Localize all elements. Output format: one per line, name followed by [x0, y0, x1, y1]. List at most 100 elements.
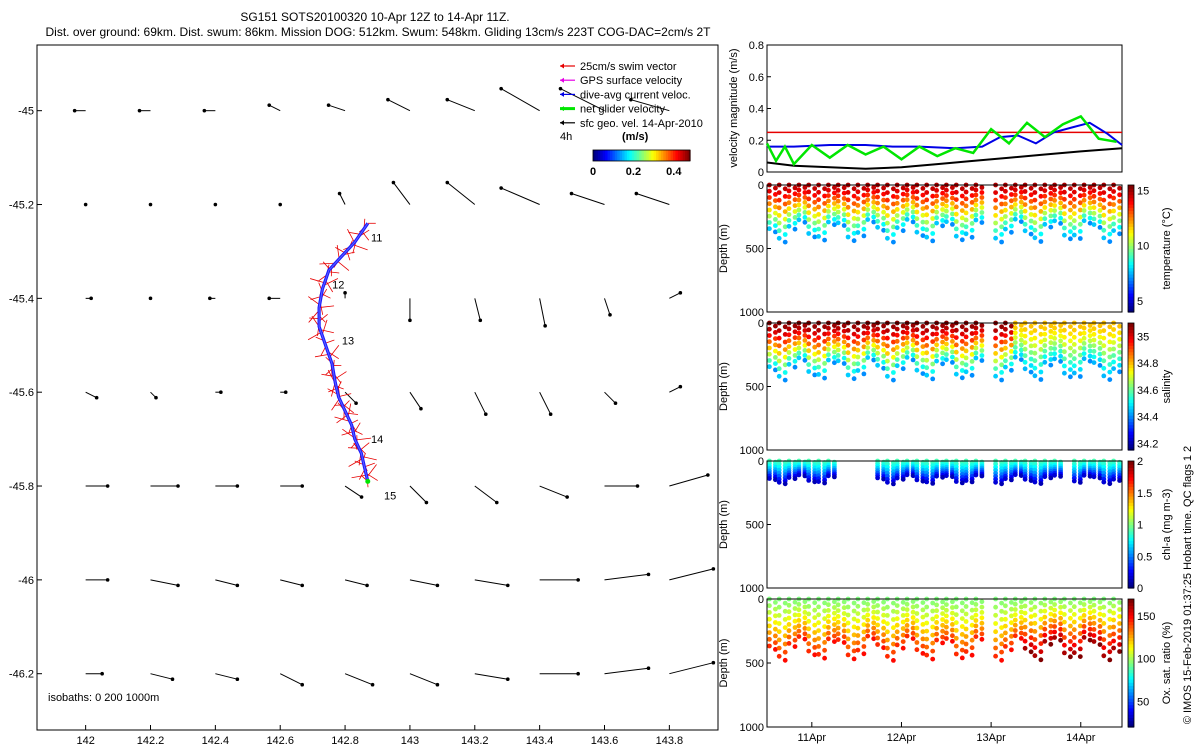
section-data-point: [924, 343, 929, 348]
section-data-point: [836, 353, 841, 358]
section-data-point: [1062, 190, 1067, 195]
section-data-point: [816, 628, 821, 633]
section-data-point: [1023, 360, 1028, 365]
section-data-point: [885, 366, 890, 371]
section-colorbar-tick-label: 34.8: [1137, 358, 1158, 370]
section-data-point: [806, 197, 811, 202]
section-data-point: [964, 642, 969, 647]
section-data-point: [1117, 628, 1122, 633]
section-data-point: [816, 350, 821, 355]
section-data-point: [1107, 601, 1112, 606]
section-data-point: [1078, 480, 1083, 485]
section-data-point: [974, 336, 979, 341]
day-label: 15: [384, 490, 396, 502]
section-data-point: [954, 190, 959, 195]
section-data-point: [865, 331, 870, 336]
section-data-point: [1078, 367, 1083, 372]
section-data-point: [974, 341, 979, 346]
section-data-point: [842, 202, 847, 207]
geo-velocity-vector-head: [371, 683, 375, 687]
section-data-point: [895, 351, 900, 356]
section-data-point: [1003, 476, 1008, 481]
section-data-point: [1062, 371, 1067, 376]
section-data-point: [865, 613, 870, 618]
section-data-point: [974, 218, 979, 223]
section-data-point: [930, 657, 935, 662]
section-data-point: [1042, 205, 1047, 210]
geo-velocity-vector: [475, 392, 486, 414]
velocity-series-line: [767, 123, 1122, 148]
section-data-point: [816, 219, 821, 224]
section-data-point: [905, 326, 910, 331]
section-data-point: [960, 324, 965, 329]
section-data-point: [875, 201, 880, 206]
section-data-point: [777, 190, 782, 195]
section-data-point: [797, 629, 802, 634]
section-data-point: [865, 212, 870, 217]
section-data-point: [797, 634, 802, 639]
section-data-point: [1042, 360, 1047, 365]
section-data-point: [974, 351, 979, 356]
section-data-point: [826, 619, 831, 624]
section-data-point: [875, 327, 880, 332]
section-data-point: [816, 212, 821, 217]
section-data-point: [1033, 358, 1038, 363]
track-end-marker: [365, 479, 370, 484]
section-data-point: [797, 326, 802, 331]
section-data-point: [930, 649, 935, 654]
section-data-point: [1052, 356, 1057, 361]
section-data-point: [885, 344, 890, 349]
section-data-point: [836, 620, 841, 625]
section-data-point: [1082, 619, 1087, 624]
section-data-point: [1052, 613, 1057, 618]
map-x-tick-label: 143.8: [656, 735, 684, 747]
section-data-point: [1092, 222, 1097, 227]
section-data-point: [842, 340, 847, 345]
section-data-point: [875, 603, 880, 608]
section-data-point: [777, 359, 782, 364]
section-data-point: [1013, 472, 1018, 477]
section-data-point: [836, 215, 841, 220]
section-data-point: [980, 348, 985, 353]
section-data-point: [964, 362, 969, 367]
geo-velocity-vector-head: [419, 407, 423, 411]
section-data-point: [930, 231, 935, 236]
section-data-point: [1072, 233, 1077, 238]
section-data-point: [1117, 337, 1122, 342]
section-data-point: [901, 222, 906, 227]
section-data-point: [993, 359, 998, 364]
section-data-point: [852, 376, 857, 381]
section-data-point: [822, 368, 827, 373]
geo-velocity-vector-head: [408, 319, 412, 323]
section-y-axis-label: Depth (m): [718, 639, 730, 688]
geo-velocity-vector-head: [365, 584, 369, 588]
section-data-point: [787, 350, 792, 355]
section-data-point: [777, 613, 782, 618]
section-data-point: [846, 190, 851, 195]
section-data-point: [787, 218, 792, 223]
section-data-point: [905, 602, 910, 607]
section-data-point: [954, 205, 959, 210]
section-colorbar-tick-label: 100: [1137, 654, 1155, 666]
section-data-point: [846, 365, 851, 370]
section-y-tick-label: 500: [746, 658, 764, 670]
section-data-point: [1101, 190, 1106, 195]
geo-velocity-vector: [540, 392, 551, 414]
section-data-point: [993, 613, 998, 618]
geo-velocity-vector-head: [679, 385, 683, 389]
dive-avg-current-track: [319, 223, 368, 481]
section-data-point: [875, 339, 880, 344]
section-data-point: [1101, 645, 1106, 650]
section-data-point: [905, 330, 910, 335]
section-data-point: [1009, 641, 1014, 646]
section-data-point: [826, 614, 831, 619]
section-data-point: [856, 230, 861, 235]
section-data-point: [1092, 326, 1097, 331]
section-data-point: [980, 474, 985, 479]
section-data-point: [777, 228, 782, 233]
section-data-point: [1052, 351, 1057, 356]
section-data-point: [1033, 343, 1038, 348]
section-data-point: [885, 221, 890, 226]
section-data-point: [856, 196, 861, 201]
